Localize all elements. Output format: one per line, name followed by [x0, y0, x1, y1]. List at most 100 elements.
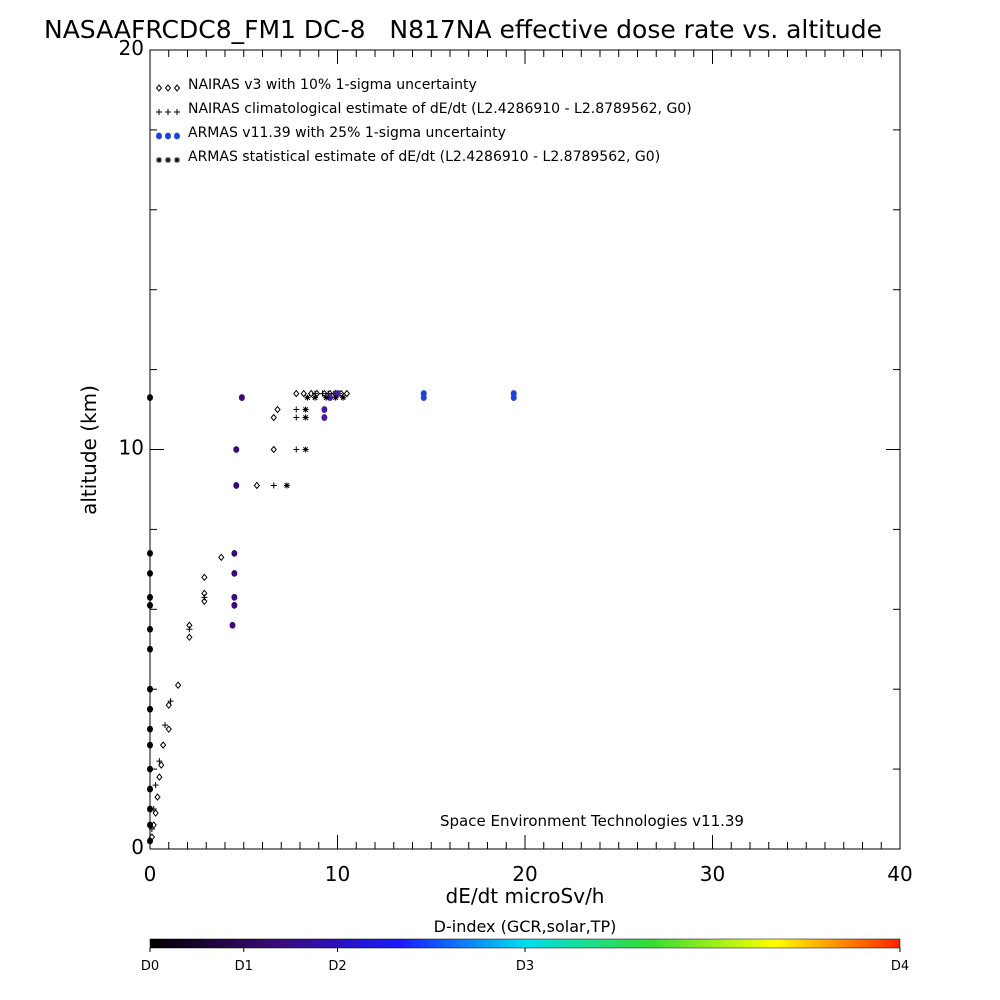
x-tick-label: 10: [325, 862, 350, 886]
data-point: [147, 785, 153, 793]
legend-label: ARMAS statistical estimate of dE/dt (L2.…: [188, 149, 660, 165]
data-point: [302, 406, 309, 413]
colorbar-label: D3: [516, 959, 534, 974]
legend-entry: NAIRAS climatological estimate of dE/dt …: [156, 101, 692, 117]
data-point: [147, 394, 153, 401]
data-point: [231, 601, 238, 609]
data-point: [231, 549, 238, 557]
data-point: [147, 625, 153, 633]
data-point: [510, 390, 517, 397]
data-point: [253, 481, 261, 490]
data-point: [270, 482, 277, 489]
legend-marker: [173, 84, 181, 92]
series-2: [148, 390, 343, 833]
data-point: [174, 681, 182, 689]
data-point: [147, 741, 153, 749]
legend-marker: [174, 157, 180, 163]
axis-ticks: [149, 49, 901, 850]
data-point: [321, 406, 328, 413]
legend-marker: [164, 84, 172, 92]
data-point: [231, 569, 238, 577]
data-point: [312, 394, 318, 401]
data-point: [321, 414, 328, 421]
data-point: [156, 773, 163, 781]
data-point: [293, 406, 300, 413]
data-point: [147, 645, 153, 653]
colorbar-label: D1: [235, 959, 253, 974]
data-point: [201, 594, 208, 601]
data-point: [233, 482, 240, 489]
data-point: [231, 593, 238, 601]
data-point: [147, 549, 153, 557]
legend-label: ARMAS v11.39 with 25% 1-sigma uncertaint…: [188, 125, 506, 141]
data-point: [283, 482, 290, 489]
data-point: [274, 405, 281, 414]
legend-label: NAIRAS v3 with 10% 1-sigma uncertainty: [188, 77, 477, 93]
data-point: [340, 394, 347, 401]
data-point: [156, 758, 163, 765]
y-tick-label: 10: [119, 436, 144, 460]
data-point: [162, 722, 168, 729]
data-point: [302, 414, 309, 421]
legend-marker: [165, 109, 171, 115]
data-point: [270, 413, 277, 422]
legend-marker: [156, 132, 162, 140]
colorbar: [149, 938, 901, 949]
data-point: [147, 837, 153, 845]
data-point: [147, 705, 153, 713]
axis-tick-labels: 0 10 20 30 40 0 10 20: [119, 36, 913, 886]
legend-marker: [165, 132, 171, 140]
data-point: [201, 573, 208, 582]
x-tick-label: 40: [887, 862, 912, 886]
x-axis-label: dE/dt microSv/h: [446, 884, 605, 908]
colorbar-label: D0: [141, 959, 159, 974]
data-point: [165, 725, 172, 733]
x-tick-label: 20: [512, 862, 537, 886]
data-point: [270, 445, 277, 454]
data-point: [147, 725, 153, 733]
legend-marker: [174, 132, 180, 140]
annotation-credit: Space Environment Technologies v11.39: [440, 812, 744, 830]
colorbar-labels: D0 D1 D2 D3 D4: [141, 948, 909, 974]
data-point: [293, 414, 300, 421]
y-axis-label: altitude (km): [77, 385, 101, 515]
data-point: [147, 805, 153, 813]
legend-marker: [174, 109, 180, 115]
data-point: [293, 446, 300, 453]
data-point: [159, 741, 167, 749]
legend: NAIRAS v3 with 10% 1-sigma uncertainty NA…: [155, 77, 692, 165]
data-point: [229, 621, 236, 629]
data-point: [323, 394, 330, 401]
colorbar-label: D4: [891, 959, 909, 974]
data-point: [152, 782, 159, 789]
data-point: [420, 390, 427, 397]
series-4: [283, 394, 347, 489]
x-tick-label: 0: [144, 862, 157, 886]
legend-marker: [165, 157, 171, 163]
data-point: [147, 685, 153, 693]
data-point: [147, 601, 153, 609]
legend-entry: ARMAS statistical estimate of dE/dt (L2.…: [156, 149, 660, 165]
data-point: [147, 569, 153, 577]
data-point: [186, 633, 193, 642]
data-point: [293, 389, 300, 398]
data-point: [304, 394, 311, 401]
x-tick-label: 30: [700, 862, 725, 886]
colorbar-title: D-index (GCR,solar,TP): [434, 917, 617, 936]
data-point: [154, 793, 161, 801]
data-point: [186, 626, 193, 633]
data-point: [167, 698, 174, 705]
y-tick-label: 0: [131, 835, 144, 859]
legend-entry: ARMAS v11.39 with 25% 1-sigma uncertaint…: [156, 125, 506, 141]
y-tick-label: 20: [119, 36, 144, 60]
data-point: [308, 389, 315, 398]
plot-frame: [149, 49, 901, 850]
data-point: [343, 389, 351, 398]
data-point: [319, 390, 326, 397]
data-point: [201, 597, 208, 606]
legend-entry: NAIRAS v3 with 10% 1-sigma uncertainty: [155, 77, 477, 93]
chart-title: NASAAFRCDC8_FM1 DC-8 N817NA effective do…: [44, 15, 882, 44]
legend-marker: [155, 84, 163, 92]
legend-label: NAIRAS climatological estimate of dE/dt …: [188, 101, 692, 117]
